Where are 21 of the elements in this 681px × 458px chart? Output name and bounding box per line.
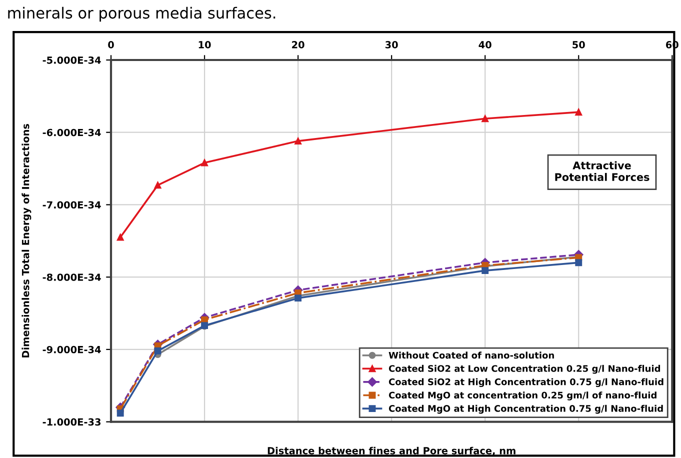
x-tick-label: 0 [108,41,114,48]
x-tick-label: 10 [198,41,211,48]
legend-label: Coated SiO2 at Low Concentration 0.25 g/l Nano-fluid [388,364,660,374]
y-axis-title: Dimensionless Total Energy of Interactions [22,124,32,358]
x-tick-label: 30 [385,41,398,48]
x-axis-title: Distance between fines and Pore surface, nm [268,446,516,456]
y-tick-label: -5.000E-34 [42,56,101,64]
y-tick-label: -9.000E-34 [42,346,101,354]
y-tick-label: -1.000E-33 [42,418,101,426]
legend-label: Coated SiO2 at High Concentration 0.75 g/l Nano-fluid [388,378,664,388]
y-tick-label: -8.000E-34 [42,274,101,281]
annotation: Attractive Potential Forces [555,161,650,182]
x-tick-label: 50 [572,41,585,48]
legend-label: Coated MgO at High Concentration 0.75 g/l Nano-fluid [388,404,663,414]
text: minerals or porous media surfaces. [8,6,276,22]
y-tick-label: -6.000E-34 [42,128,101,136]
legend-label: Without Coated of nano-solution [388,352,554,359]
x-tick-label: 20 [292,41,304,48]
legend-label: Coated MgO at concentration 0.25 gm/l of nano-fluid [388,392,656,400]
x-tick-label: 40 [478,41,492,48]
y-tick-label: -7.000E-34 [42,201,101,209]
